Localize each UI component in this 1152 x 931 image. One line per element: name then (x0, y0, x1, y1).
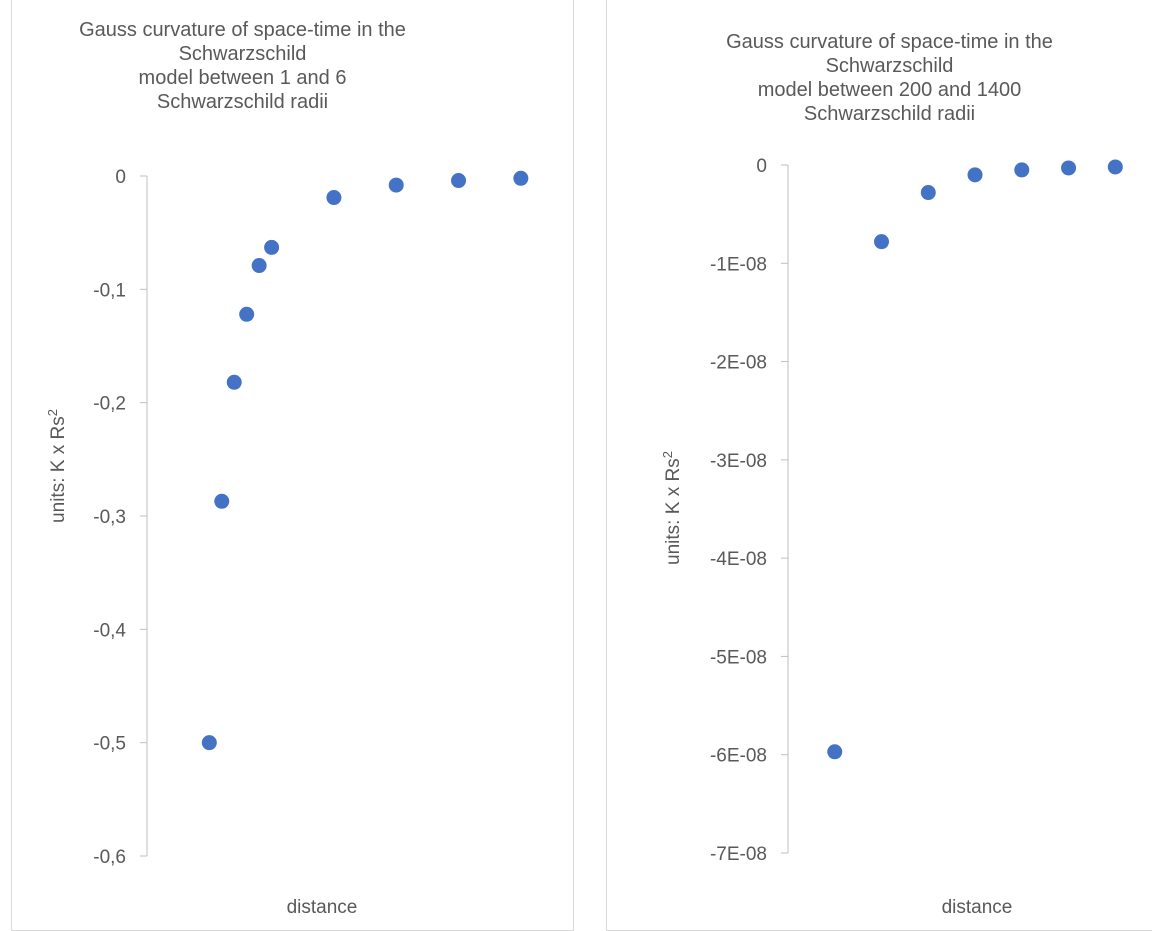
y-axis-label: units: K x Rs2 (45, 409, 70, 523)
y-tick-label: -7E-08 (710, 844, 767, 865)
y-tick-label: -0,6 (93, 847, 126, 868)
y-tick-label: -2E-08 (710, 353, 767, 374)
chart-title-line: Schwarzschild (825, 55, 954, 77)
data-point (1014, 162, 1030, 178)
chart-panel-right: Gauss curvature of space-time in the Sch… (606, 0, 1152, 931)
scatter-plot-right: 0 -1E-08 -2E-08 -3E-08 -4E-08 -5E-08 -6E-08 -7E… (660, 156, 1123, 918)
y-tick-label: 0 (756, 156, 767, 177)
data-point (239, 306, 255, 322)
y-tick-label: 0 (115, 167, 126, 188)
y-tick-label: -0,5 (93, 734, 126, 755)
data-point (827, 744, 843, 760)
y-axis-label: units: K x Rs2 (660, 451, 685, 565)
data-point (920, 185, 936, 201)
y-tick-label: -6E-08 (710, 746, 767, 767)
y-tick-label: -4E-08 (710, 549, 767, 570)
x-axis-label: distance (287, 897, 358, 918)
y-tick-label: -0,3 (93, 507, 126, 528)
data-point (874, 234, 890, 250)
chart-title-line: model between 200 and 1400 (757, 79, 1022, 101)
chart-title-line: Gauss curvature of space-time in the (726, 31, 1053, 53)
data-point (1107, 159, 1123, 175)
chart-title: Gauss curvature of space-time in the Sch… (637, 30, 1142, 126)
y-axis-label-superscript: 2 (45, 409, 60, 416)
y-tick-label: -1E-08 (710, 254, 767, 275)
chart-title-line: Gauss curvature of space-time in the (79, 19, 406, 41)
data-point (451, 173, 467, 189)
data-point (201, 735, 217, 751)
chart-panel-left: Gauss curvature of space-time in the Sch… (11, 0, 574, 931)
data-point (226, 374, 242, 390)
chart-title-line: model between 1 and 6 (138, 67, 347, 89)
scatter-plot-left: 0 -0,1 -0,2 -0,3 -0,4 -0,5 -0,6 units: K x Rs2 d… (45, 167, 529, 918)
data-point (214, 493, 230, 509)
chart-title: Gauss curvature of space-time in the Sch… (22, 18, 463, 114)
chart-title-line: Schwarzschild (178, 43, 307, 65)
data-point (326, 190, 342, 206)
x-axis-label: distance (942, 897, 1013, 918)
y-tick-label: -5E-08 (710, 647, 767, 668)
data-point (251, 258, 267, 274)
data-point (388, 177, 404, 193)
y-tick-label: -0,4 (93, 620, 126, 641)
data-point (264, 239, 280, 255)
y-axis-label-superscript: 2 (660, 451, 675, 458)
chart-title-line: Schwarzschild radii (156, 91, 329, 113)
y-tick-label: -0,1 (93, 280, 126, 301)
data-point (513, 170, 529, 186)
y-tick-label: -3E-08 (710, 451, 767, 472)
data-point (967, 167, 983, 183)
y-tick-label: -0,2 (93, 394, 126, 415)
data-point (1061, 160, 1077, 176)
chart-title-line: Schwarzschild radii (803, 103, 976, 125)
